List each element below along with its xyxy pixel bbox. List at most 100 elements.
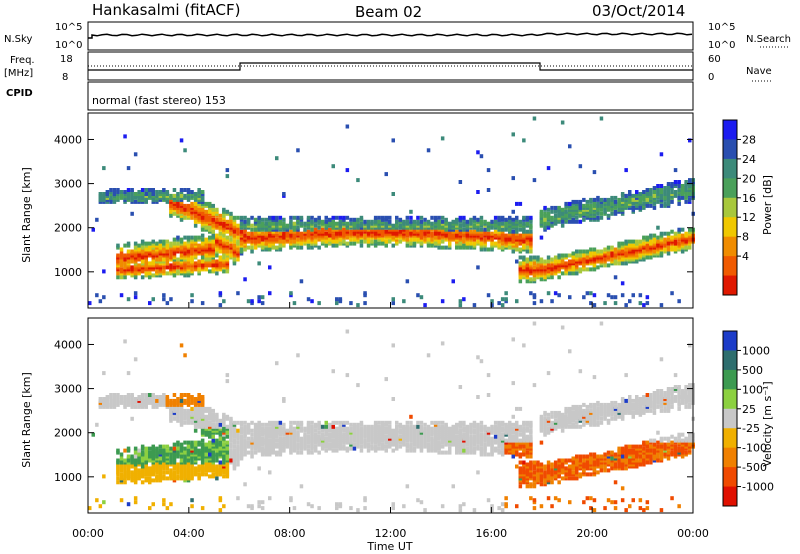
power-cell [500, 303, 505, 308]
velocity-cell [292, 420, 297, 425]
power-cell [412, 241, 417, 246]
power-cell [317, 225, 321, 230]
power-cell [102, 269, 106, 274]
power-cell [472, 223, 477, 228]
velocity-cell [137, 395, 141, 399]
power-cell [328, 237, 332, 242]
power-colorbar-tick-label: 24 [742, 153, 756, 166]
velocity-cell [162, 502, 166, 507]
velocity-cell [211, 438, 215, 443]
power-cell [193, 201, 198, 206]
power-cell [564, 253, 568, 258]
power-cell [268, 233, 272, 238]
power-cell [476, 190, 480, 194]
power-cell [260, 231, 265, 236]
power-cell [162, 188, 166, 192]
power-cell [335, 221, 339, 226]
velocity-cell [532, 466, 537, 471]
power-cell [518, 247, 523, 252]
velocity-cell [437, 424, 441, 429]
power-cell [613, 247, 618, 252]
power-cell [359, 221, 364, 226]
velocity-cell [151, 393, 155, 397]
power-cell [624, 303, 628, 308]
power-cell [596, 215, 600, 220]
velocity-cell [398, 422, 403, 427]
power-colorbar-tick-label: 20 [742, 172, 756, 185]
power-cell [250, 245, 254, 250]
power-cell [306, 215, 311, 220]
velocity-cell [539, 462, 544, 467]
velocity-cell [296, 450, 300, 455]
power-cell [525, 221, 530, 226]
velocity-cell [236, 496, 240, 501]
velocity-cell [391, 343, 395, 348]
velocity-cell [289, 424, 293, 429]
power-cell [663, 186, 667, 190]
velocity-cell [162, 462, 166, 467]
power-cell [342, 215, 346, 220]
power-cell [638, 239, 643, 244]
power-cell [320, 219, 325, 224]
power-cell [493, 215, 498, 220]
velocity-cell [532, 383, 537, 388]
power-cell [589, 267, 593, 272]
power-cell [659, 303, 664, 308]
power-cell [285, 223, 290, 228]
power-cell [543, 259, 547, 264]
power-cell [144, 271, 148, 276]
velocity-cell [144, 466, 148, 471]
power-cell [617, 241, 621, 246]
velocity-cell [486, 452, 491, 457]
velocity-cell [518, 466, 523, 471]
velocity-cell [462, 426, 466, 431]
power-cell [522, 221, 526, 226]
velocity-cell [359, 448, 364, 453]
velocity-cell [236, 440, 240, 445]
power-cell [239, 247, 244, 252]
velocity-cell [433, 420, 438, 425]
power-cell [610, 251, 614, 256]
power-cell [645, 192, 650, 196]
power-cell [518, 219, 523, 224]
power-cell [550, 263, 554, 268]
velocity-cell [257, 466, 261, 471]
velocity-cell [349, 422, 353, 427]
power-cell [642, 241, 646, 246]
velocity-cell [469, 422, 473, 427]
velocity-cell [116, 393, 120, 397]
power-cell [462, 237, 466, 242]
velocity-cell [310, 504, 314, 509]
power-cell [448, 221, 452, 226]
power-cell [490, 231, 494, 236]
velocity-cell [402, 504, 406, 509]
velocity-cell [243, 420, 247, 425]
power-cell [659, 231, 664, 236]
power-cell [568, 201, 572, 206]
power-cell [606, 293, 611, 298]
power-cell [215, 259, 219, 264]
velocity-cell [462, 420, 466, 425]
velocity-cell [169, 446, 173, 451]
power-cell [222, 269, 226, 274]
velocity-cell [186, 408, 191, 413]
power-cell [395, 215, 399, 220]
power-cell [215, 207, 219, 212]
power-cell [250, 215, 254, 220]
velocity-cell [151, 502, 155, 507]
power-cell [232, 243, 237, 248]
power-cell [356, 217, 360, 222]
velocity-cell [515, 420, 519, 425]
velocity-cell [518, 484, 523, 489]
velocity-cell [476, 355, 480, 360]
power-cell [553, 291, 558, 296]
velocity-cell [532, 482, 537, 487]
velocity-cell [204, 442, 208, 447]
velocity-cell [133, 397, 138, 401]
power-cell [553, 213, 558, 218]
power-cell [384, 239, 388, 244]
velocity-cell [239, 434, 244, 439]
power-cell [232, 257, 237, 262]
velocity-cell [246, 440, 251, 445]
power-cell [370, 239, 374, 244]
